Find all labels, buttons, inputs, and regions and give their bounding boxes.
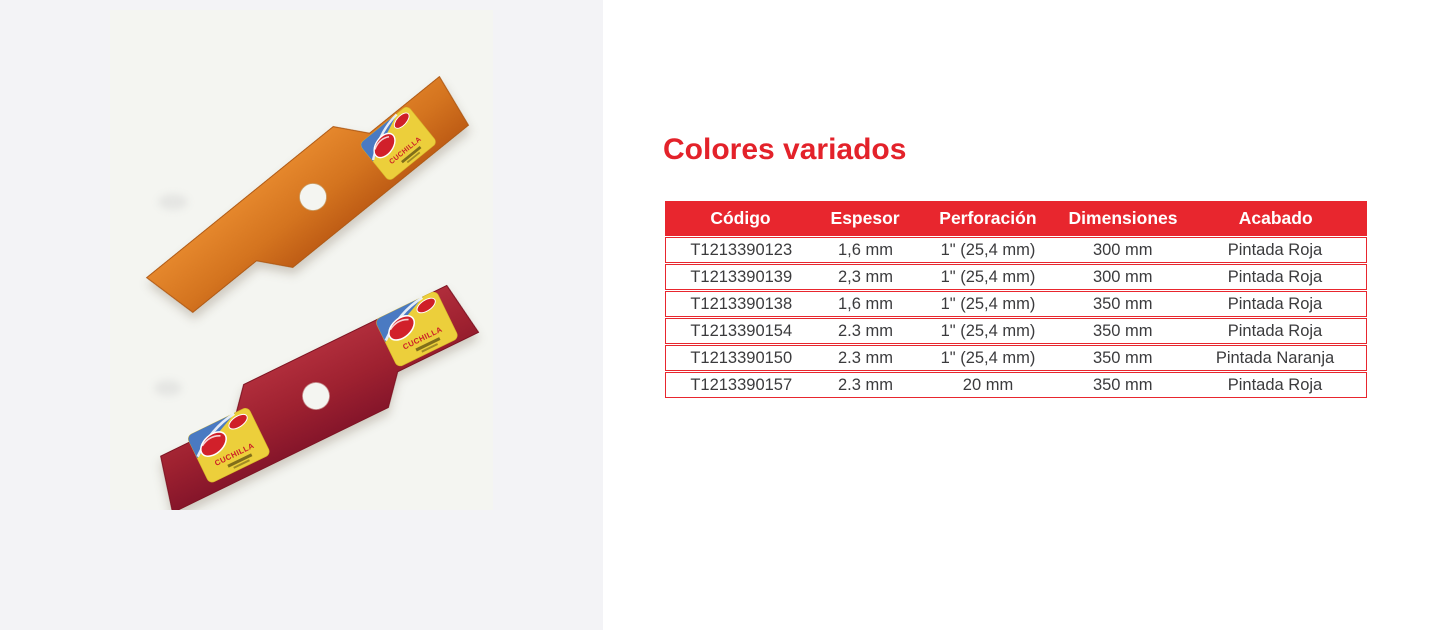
table-row: T1213390150 2.3 mm 1" (25,4 mm) 350 mm P…: [665, 345, 1367, 371]
col-header-dimensiones: Dimensiones: [1068, 208, 1178, 228]
photo-smudge: [158, 194, 188, 210]
label-subtext-line: [233, 459, 250, 469]
label-oval-gloss: [389, 318, 409, 331]
cell-acabado: Pintada Naranja: [1215, 349, 1335, 367]
cell-dimensiones: 350 mm: [1092, 322, 1153, 340]
label-subtext-line: [227, 453, 253, 468]
cell-perforacion: 1" (25,4 mm): [940, 295, 1036, 313]
cell-dimensiones: 300 mm: [1092, 241, 1153, 259]
label-subtext-line: [406, 151, 421, 164]
label-white-swoosh: [384, 296, 424, 342]
orange-blade-center-hole: [299, 183, 327, 211]
section-title: Colores variados: [663, 133, 907, 166]
label-subtext-line: [421, 343, 439, 353]
red-blade: CUCHILLA CUCHILLA: [160, 284, 480, 510]
red-blade-center-hole: [302, 382, 330, 410]
label-oval-gloss: [201, 434, 221, 447]
col-header-espesor: Espesor: [830, 208, 900, 228]
label-subtext-line: [415, 337, 441, 352]
cell-dimensiones: 350 mm: [1092, 349, 1153, 367]
cell-acabado: Pintada Roja: [1227, 268, 1323, 286]
table-row: T1213390139 2,3 mm 1" (25,4 mm) 300 mm P…: [665, 264, 1367, 290]
red-blade-label-lower: CUCHILLA: [188, 408, 270, 483]
cell-dimensiones: 300 mm: [1092, 268, 1153, 286]
product-photo: CUCHILLA: [110, 10, 493, 510]
cell-acabado: Pintada Roja: [1227, 322, 1323, 340]
label-white-swoosh: [371, 113, 398, 161]
col-header-perforacion: Perforación: [939, 208, 1037, 228]
cell-espesor: 1,6 mm: [837, 295, 893, 313]
table-row: T1213390123 1,6 mm 1" (25,4 mm) 300 mm P…: [665, 237, 1367, 263]
cell-codigo: T1213390154: [690, 322, 793, 340]
cell-dimensiones: 350 mm: [1092, 295, 1153, 313]
cell-codigo: T1213390138: [690, 295, 793, 313]
label-white-swoosh: [196, 412, 235, 458]
table-row: T1213390138 1,6 mm 1" (25,4 mm) 350 mm P…: [665, 291, 1367, 317]
cell-codigo: T1213390123: [690, 241, 793, 259]
label-small-oval: [393, 112, 410, 129]
col-header-acabado: Acabado: [1238, 208, 1313, 228]
cell-acabado: Pintada Roja: [1227, 295, 1323, 313]
table-row: T1213390157 2.3 mm 20 mm 350 mm Pintada …: [665, 372, 1367, 398]
label-brand-oval: [388, 314, 416, 341]
label-brand-oval: [200, 431, 227, 457]
table-header-row: Código Espesor Perforación Dimensiones A…: [665, 201, 1367, 236]
label-small-oval: [228, 413, 248, 430]
photo-smudge: [154, 380, 182, 396]
cell-perforacion: 1" (25,4 mm): [940, 241, 1036, 259]
cell-espesor: 2.3 mm: [837, 349, 893, 367]
cell-codigo: T1213390150: [690, 349, 793, 367]
content-panel: Colores variados Código Espesor Perforac…: [603, 0, 1445, 630]
orange-blade: CUCHILLA: [145, 75, 470, 313]
cell-codigo: T1213390157: [690, 376, 793, 394]
cell-espesor: 1,6 mm: [837, 241, 893, 259]
cell-perforacion: 20 mm: [962, 376, 1014, 394]
cell-perforacion: 1" (25,4 mm): [940, 322, 1036, 340]
label-small-oval: [416, 297, 436, 314]
cell-espesor: 2.3 mm: [837, 376, 893, 394]
orange-blade-label: CUCHILLA: [360, 106, 436, 180]
cell-espesor: 2,3 mm: [837, 268, 893, 286]
product-image-panel: CUCHILLA: [0, 0, 603, 630]
cell-perforacion: 1" (25,4 mm): [940, 268, 1036, 286]
col-header-codigo: Código: [710, 208, 771, 228]
label-brand-oval: [373, 132, 396, 159]
label-subtext-line: [401, 145, 422, 164]
cell-acabado: Pintada Roja: [1227, 241, 1323, 259]
cell-dimensiones: 350 mm: [1092, 376, 1153, 394]
blades-illustration: CUCHILLA: [145, 75, 480, 510]
cell-acabado: Pintada Roja: [1227, 376, 1323, 394]
table-row: T1213390154 2.3 mm 1" (25,4 mm) 350 mm P…: [665, 318, 1367, 344]
cell-codigo: T1213390139: [690, 268, 793, 286]
red-blade-label-upper: CUCHILLA: [376, 291, 458, 367]
spec-table: Código Espesor Perforación Dimensiones A…: [665, 201, 1367, 398]
cell-espesor: 2.3 mm: [837, 322, 893, 340]
cell-perforacion: 1" (25,4 mm): [940, 349, 1036, 367]
label-oval-gloss: [374, 135, 390, 150]
